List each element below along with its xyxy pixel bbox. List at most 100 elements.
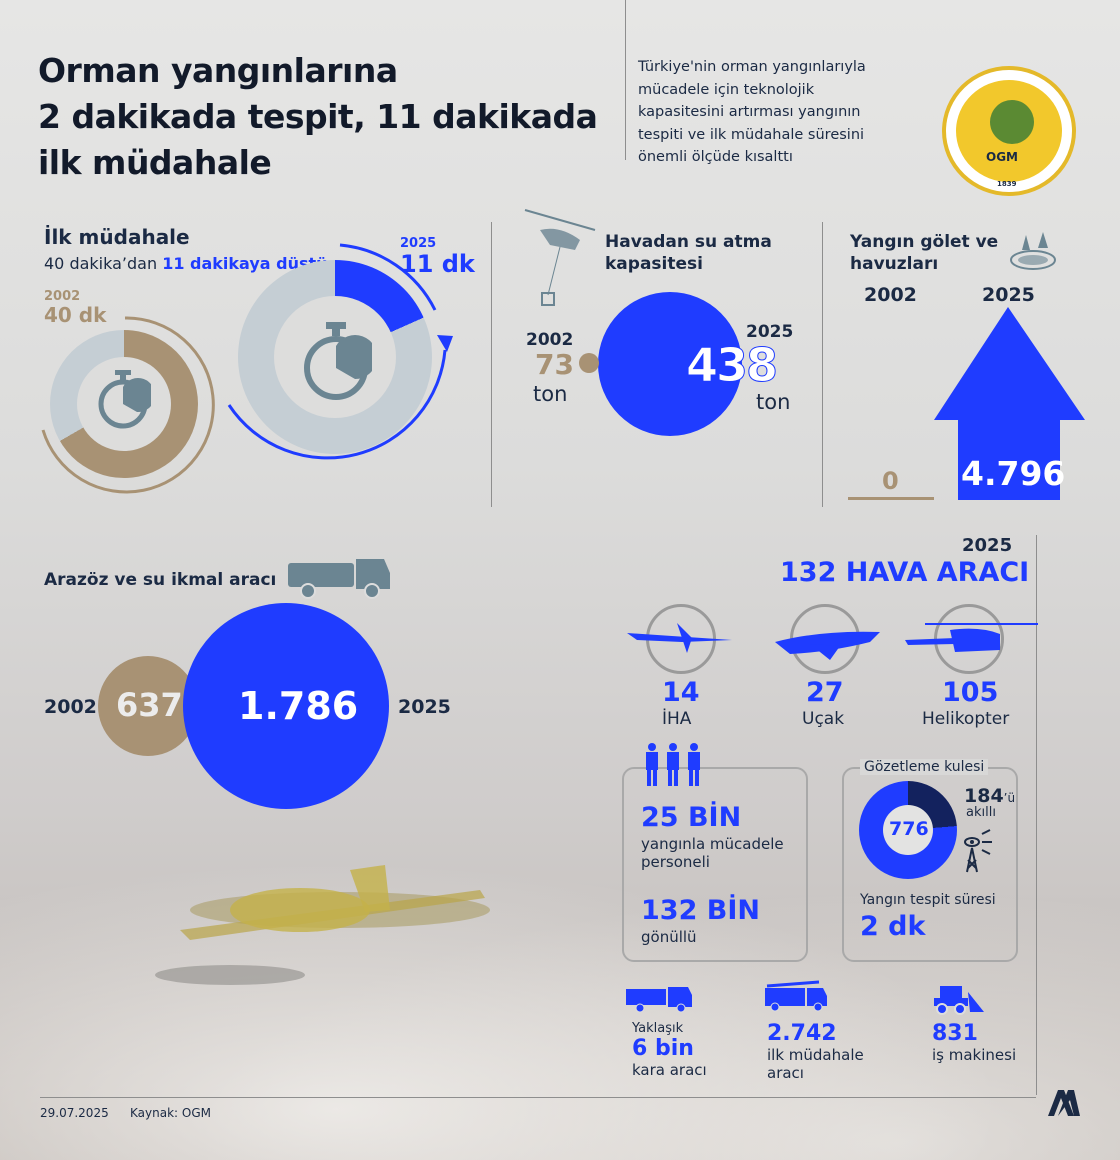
intro-text: Türkiye'nin orman yangınlarıyla mücadele… [638,56,866,169]
towers-title: Gözetleme kulesi [860,759,989,775]
year-2002: 2002 [864,284,917,306]
land-vehicle-value: 6 bin [632,1036,694,1061]
towers-donut [859,781,957,879]
detect-label: Yangın tespit süresi [860,892,996,908]
ogm-logo: OGM 1839 [942,66,1076,196]
vehicle-label: ilk müdahale [767,1046,864,1064]
divider [625,0,626,160]
firefighting-plane-image [155,865,490,985]
divider [822,222,823,507]
aircraft-year: 2025 [962,535,1013,556]
smart-label: akıllı [966,805,996,820]
year-2002: 2002 [44,696,97,718]
volunteers-value: 132 BİN [641,895,760,926]
detect-value: 2 dk [860,911,926,942]
helicopter-label: Helikopter [922,709,1010,729]
year-2025: 2025 [398,696,451,718]
intro-line: mücadele için teknolojik [638,81,815,98]
stopwatch-icon [98,370,151,429]
intro-line: tespiti ve ilk müdahale süresini [638,126,865,143]
watchtower-eye-icon [964,829,992,873]
value-2002: 73 [535,348,574,381]
logo-year: 1839 [997,180,1017,188]
intro-line: kapasitesini artırması yangının [638,104,861,120]
stopwatch-icon [304,322,372,400]
background-smoke [0,820,1120,1160]
plane-count: 27 [806,677,844,708]
unit-2002: ton [533,382,568,406]
intro-line: Türkiye'nin orman yangınlarıyla [638,59,866,75]
aircraft-title: 132 HAVA ARACI [780,557,1030,588]
vehicle-label: aracı [767,1064,804,1082]
personnel-value: 25 BİN [641,802,742,833]
subtitle-bold: 11 dakikaya düştü [162,254,328,273]
plane-label: Uçak [802,709,845,729]
ponds-title-line: havuzları [850,254,939,274]
bulldozer-icon [934,986,984,1015]
air-title-line: kapasitesi [605,254,703,274]
first-response-vehicle-value: 2.742 [767,1021,837,1046]
fire-engine-icon [765,980,827,1012]
circle-2002-trucks [98,656,198,756]
page-title: Orman yangınlarına 2 dakikada tespit, 11… [38,48,598,186]
subtitle-plain: 40 dakika’dan [44,254,158,273]
value-2025: 4.796 [961,454,1066,493]
year-2025: 2025 [746,322,794,342]
circle-2025-capacity [598,292,742,436]
title-line: Orman yangınlarına [38,51,398,90]
year-2002: 2002 [526,330,574,350]
divider [1036,535,1037,1095]
value-2025: 1.786 [238,684,359,728]
volunteers-label: gönüllü [641,928,697,946]
value-2025: 11 dk [400,250,475,278]
growth-arrow [934,307,1085,500]
machinery-value: 831 [932,1021,978,1046]
helicopter-bucket-icon [524,209,596,306]
helicopter-count: 105 [942,677,999,708]
uav-count: 14 [662,677,700,708]
donut-2025 [238,260,432,454]
water-truck-icon [288,559,390,599]
plane-icon [775,631,880,660]
machinery-label: iş makinesi [932,1046,1017,1064]
year-2025: 2025 [400,236,437,251]
circle-2025-trucks [183,603,389,809]
circle-2002-capacity [579,353,599,373]
year-2025: 2025 [982,284,1035,306]
personnel-box [622,767,808,962]
title-line: 2 dakikada tespit, 11 dakikada [38,97,598,136]
helicopter-icon [905,623,1038,652]
footer-divider [40,1097,1036,1098]
arc-2002 [41,316,215,494]
towers-total: 776 [889,818,929,840]
footer-source: Kaynak: OGM [130,1106,211,1120]
divider [491,222,492,507]
uav-icon [627,623,732,653]
pond-icon [1010,232,1056,270]
land-vehicle-icon [626,987,692,1013]
value-2002: 40 dk [44,303,107,327]
personnel-label: personeli [641,853,710,871]
value-2002: 637 [116,686,183,724]
aa-logo [1048,1090,1080,1116]
year-2002: 2002 [44,289,81,304]
uav-label: İHA [662,709,692,729]
first-response-title: İlk müdahale [44,225,190,249]
vehicle-pre: Yaklaşık [632,1021,684,1036]
baseline-2002 [848,497,934,500]
ponds-title-line: Yangın gölet ve [850,232,999,252]
value-2002: 0 [882,467,899,495]
firefighters-icon [646,743,700,786]
smart-towers-value: 184 [964,785,1004,807]
air-title-line: Havadan su atma [605,232,772,252]
unit-2025: ton [756,390,791,414]
intro-line: önemli ölçüde kısalttı [638,149,793,165]
smart-suffix: ’ü [1003,791,1016,805]
logo-abbr: OGM [986,150,1018,164]
trucks-title: Arazöz ve su ikmal aracı [44,570,277,590]
value-2025: 438 [685,338,778,393]
arc-2025 [227,243,453,460]
personnel-label: yangınla mücadele [641,835,784,853]
title-line: ilk müdahale [38,143,272,182]
land-vehicle-label: kara aracı [632,1061,707,1079]
